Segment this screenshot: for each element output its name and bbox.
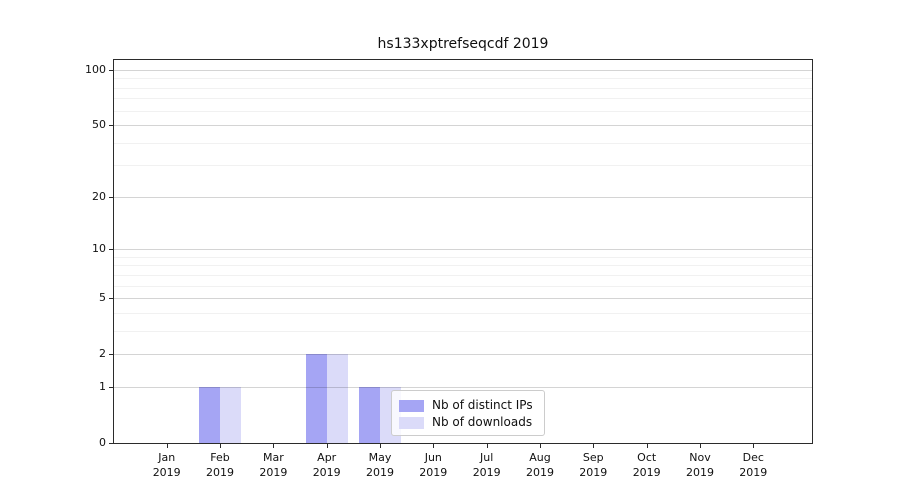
x-tick-label: Dec 2019 bbox=[739, 451, 768, 479]
legend-swatch-downloads-icon bbox=[399, 416, 424, 429]
legend-label-downloads: Nb of downloads bbox=[432, 415, 533, 429]
y-tick-label: 20 bbox=[92, 189, 106, 203]
minor-gridline bbox=[114, 274, 812, 276]
y-tick-label: 100 bbox=[85, 62, 106, 76]
legend: Nb of distinct IPs Nb of downloads bbox=[391, 390, 545, 436]
x-tick-label: Apr 2019 bbox=[312, 451, 341, 479]
minor-gridline bbox=[114, 110, 812, 112]
minor-gridline bbox=[114, 87, 812, 89]
x-tick-mark bbox=[380, 444, 381, 448]
x-tick-mark bbox=[753, 444, 755, 448]
x-tick-mark bbox=[486, 444, 488, 448]
legend-swatch-distinct-ips-icon bbox=[399, 399, 424, 412]
plot-area bbox=[113, 59, 813, 444]
bar-apr-downloads bbox=[326, 354, 348, 443]
x-tick-label: Nov 2019 bbox=[686, 451, 714, 479]
bar-feb-distinct-ips bbox=[199, 386, 220, 443]
bar-may-distinct-ips bbox=[359, 386, 380, 443]
y-tick-mark bbox=[109, 354, 113, 356]
y-tick-mark bbox=[109, 69, 113, 71]
x-tick-label: Feb 2019 bbox=[206, 451, 234, 479]
minor-gridline bbox=[114, 312, 812, 314]
x-tick-mark bbox=[273, 444, 275, 448]
x-tick-label: May 2019 bbox=[366, 451, 394, 479]
legend-item-downloads: Nb of downloads bbox=[399, 414, 537, 431]
y-tick-label: 50 bbox=[92, 118, 106, 131]
x-tick-mark bbox=[166, 444, 168, 448]
major-gridline bbox=[114, 298, 812, 300]
x-tick-mark bbox=[700, 444, 701, 448]
y-tick-mark bbox=[109, 443, 113, 444]
major-gridline bbox=[114, 69, 812, 71]
minor-gridline bbox=[114, 256, 812, 258]
y-tick-label: 1 bbox=[99, 379, 106, 393]
y-tick-label: 0 bbox=[99, 436, 106, 449]
minor-gridline bbox=[114, 142, 812, 144]
y-tick-label: 5 bbox=[99, 291, 106, 305]
minor-gridline bbox=[114, 165, 812, 167]
legend-label-distinct-ips: Nb of distinct IPs bbox=[432, 398, 533, 412]
minor-gridline bbox=[114, 265, 812, 267]
major-gridline bbox=[114, 386, 812, 388]
x-tick-mark bbox=[593, 444, 595, 448]
legend-item-distinct-ips: Nb of distinct IPs bbox=[399, 397, 537, 414]
y-tick-label: 2 bbox=[99, 347, 106, 361]
x-tick-mark bbox=[220, 444, 221, 448]
x-tick-label: Jul 2019 bbox=[472, 451, 501, 479]
y-tick-mark bbox=[109, 196, 113, 198]
x-tick-label: Oct 2019 bbox=[632, 451, 661, 479]
minor-gridline bbox=[114, 330, 812, 332]
y-tick-label: 10 bbox=[92, 242, 106, 256]
x-tick-mark bbox=[540, 444, 541, 448]
x-tick-label: Jun 2019 bbox=[419, 451, 448, 479]
y-tick-mark bbox=[109, 298, 113, 300]
x-tick-mark bbox=[326, 444, 328, 448]
minor-gridline bbox=[114, 285, 812, 287]
major-gridline bbox=[114, 125, 812, 126]
bar-feb-downloads bbox=[220, 386, 241, 443]
x-tick-mark bbox=[433, 444, 435, 448]
minor-gridline bbox=[114, 98, 812, 100]
major-gridline bbox=[114, 249, 812, 251]
major-gridline bbox=[114, 196, 812, 198]
minor-gridline bbox=[114, 78, 812, 80]
y-tick-mark bbox=[109, 386, 113, 388]
y-tick-mark bbox=[109, 125, 113, 126]
y-tick-mark bbox=[109, 249, 113, 251]
bar-apr-distinct-ips bbox=[305, 354, 327, 443]
chart-title: hs133xptrefseqcdf 2019 bbox=[377, 36, 549, 52]
x-tick-label: Sep 2019 bbox=[579, 451, 608, 479]
x-tick-label: Mar 2019 bbox=[259, 451, 288, 479]
major-gridline bbox=[114, 354, 812, 356]
x-tick-label: Jan 2019 bbox=[152, 451, 181, 479]
x-tick-label: Aug 2019 bbox=[526, 451, 554, 479]
x-tick-mark bbox=[646, 444, 648, 448]
